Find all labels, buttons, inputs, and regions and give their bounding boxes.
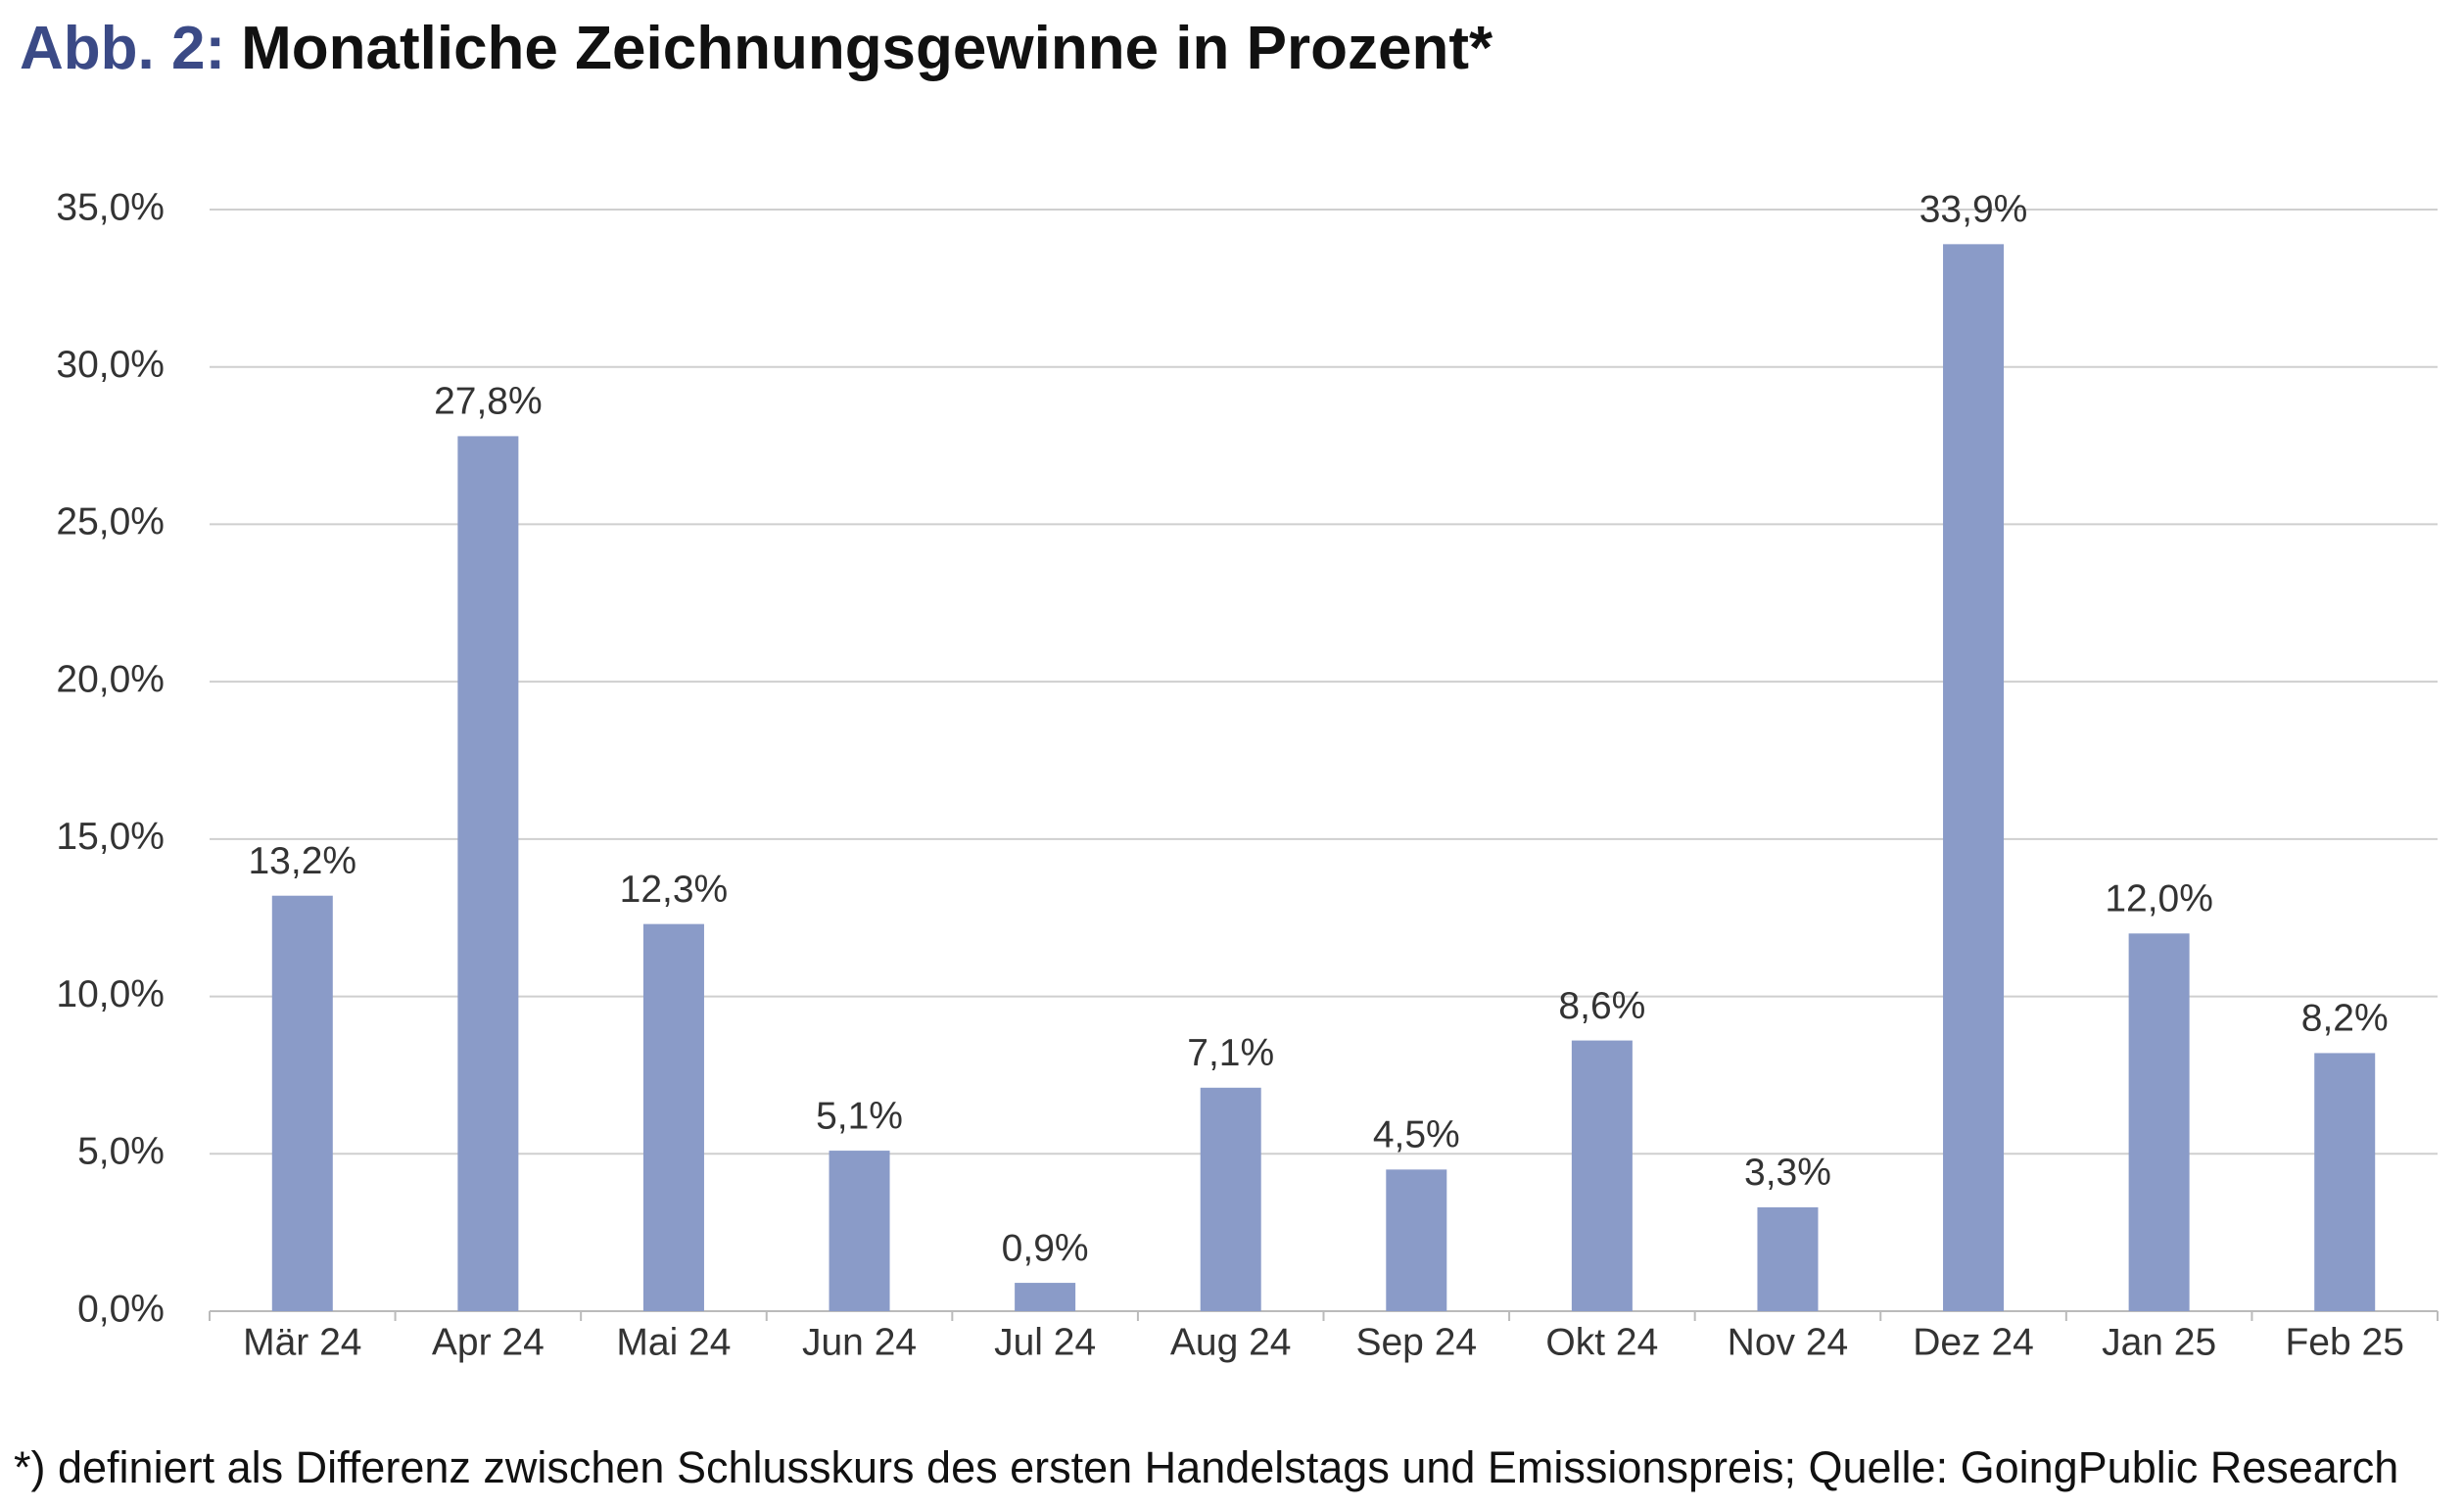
value-label: 13,2% <box>248 840 356 882</box>
value-label: 8,6% <box>1558 985 1645 1027</box>
y-tick-label: 10,0% <box>56 973 165 1015</box>
y-tick-label: 5,0% <box>77 1131 165 1173</box>
x-tick-label: Jun 24 <box>802 1321 917 1363</box>
x-tick-label: Mär 24 <box>243 1321 361 1363</box>
value-label: 3,3% <box>1744 1152 1831 1194</box>
value-label: 8,2% <box>2301 998 2389 1040</box>
bar <box>457 436 519 1311</box>
bar <box>1015 1283 1076 1311</box>
y-tick-label: 15,0% <box>56 816 165 858</box>
y-tick-label: 0,0% <box>77 1288 165 1330</box>
value-label: 12,3% <box>620 869 729 911</box>
bar <box>829 1151 890 1311</box>
bar <box>2314 1053 2376 1311</box>
bar <box>1571 1040 1633 1311</box>
x-tick-label: Mai 24 <box>616 1321 731 1363</box>
value-label: 4,5% <box>1373 1114 1460 1156</box>
value-label: 33,9% <box>1919 189 2028 231</box>
x-tick-label: Dez 24 <box>1913 1321 2034 1363</box>
y-tick-label: 20,0% <box>56 658 165 700</box>
x-tick-label: Jul 24 <box>994 1321 1096 1363</box>
chart-title: Abb. 2: Monatliche Zeichnungsgewinne in P… <box>20 15 1493 82</box>
bar <box>1200 1087 1261 1311</box>
x-tick-label: Sep 24 <box>1355 1321 1477 1363</box>
bar <box>642 923 704 1311</box>
x-tick-label: Okt 24 <box>1545 1321 1658 1363</box>
y-tick-label: 30,0% <box>56 344 165 386</box>
value-label: 12,0% <box>2105 878 2213 920</box>
bar <box>1757 1206 1819 1311</box>
x-tick-label: Aug 24 <box>1170 1321 1292 1363</box>
x-tick-label: Apr 24 <box>432 1321 545 1363</box>
y-tick-label: 35,0% <box>56 186 165 228</box>
figure-label: Abb. 2: <box>20 15 225 82</box>
x-tick-label: Jan 25 <box>2102 1321 2216 1363</box>
y-tick-label: 25,0% <box>56 501 165 543</box>
value-label: 0,9% <box>1002 1227 1089 1269</box>
bar <box>271 895 333 1311</box>
x-tick-label: Feb 25 <box>2285 1321 2403 1363</box>
bar <box>2128 933 2190 1311</box>
value-label: 7,1% <box>1187 1032 1274 1074</box>
bar <box>1386 1169 1447 1311</box>
value-label: 27,8% <box>434 381 543 423</box>
value-label: 5,1% <box>816 1095 903 1137</box>
x-tick-label: Nov 24 <box>1728 1321 1849 1363</box>
title-text: Monatliche Zeichnungsgewinne in Prozent* <box>241 15 1493 82</box>
bar <box>1943 244 2005 1311</box>
footnote: *) definiert als Differenz zwischen Schl… <box>14 1442 2398 1492</box>
